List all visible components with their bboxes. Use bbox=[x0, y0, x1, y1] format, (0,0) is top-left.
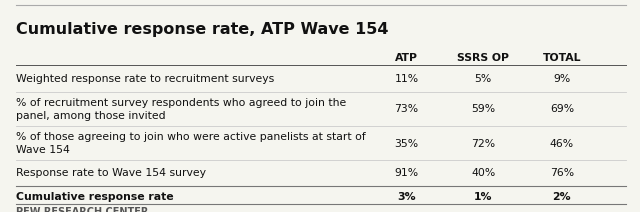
Text: 5%: 5% bbox=[475, 74, 492, 84]
Text: Cumulative response rate, ATP Wave 154: Cumulative response rate, ATP Wave 154 bbox=[16, 22, 388, 37]
Text: Weighted response rate to recruitment surveys: Weighted response rate to recruitment su… bbox=[16, 74, 275, 84]
Text: 11%: 11% bbox=[394, 74, 419, 84]
Text: % of recruitment survey respondents who agreed to join the
panel, among those in: % of recruitment survey respondents who … bbox=[16, 98, 346, 121]
Text: ATP: ATP bbox=[395, 53, 418, 63]
Text: 69%: 69% bbox=[550, 104, 574, 114]
Text: 1%: 1% bbox=[474, 192, 492, 202]
Text: 73%: 73% bbox=[394, 104, 419, 114]
Text: Response rate to Wave 154 survey: Response rate to Wave 154 survey bbox=[16, 168, 206, 178]
Text: 46%: 46% bbox=[550, 138, 574, 149]
Text: TOTAL: TOTAL bbox=[543, 53, 581, 63]
Text: 59%: 59% bbox=[471, 104, 495, 114]
Text: 3%: 3% bbox=[397, 192, 416, 202]
Text: % of those agreeing to join who were active panelists at start of
Wave 154: % of those agreeing to join who were act… bbox=[16, 132, 365, 155]
Text: 35%: 35% bbox=[394, 138, 419, 149]
Text: Cumulative response rate: Cumulative response rate bbox=[16, 192, 173, 202]
Text: 91%: 91% bbox=[394, 168, 419, 178]
Text: SSRS OP: SSRS OP bbox=[457, 53, 509, 63]
Text: 40%: 40% bbox=[471, 168, 495, 178]
Text: 2%: 2% bbox=[552, 192, 572, 202]
Text: 9%: 9% bbox=[554, 74, 570, 84]
Text: 72%: 72% bbox=[471, 138, 495, 149]
Text: 76%: 76% bbox=[550, 168, 574, 178]
Text: PEW RESEARCH CENTER: PEW RESEARCH CENTER bbox=[16, 207, 148, 212]
